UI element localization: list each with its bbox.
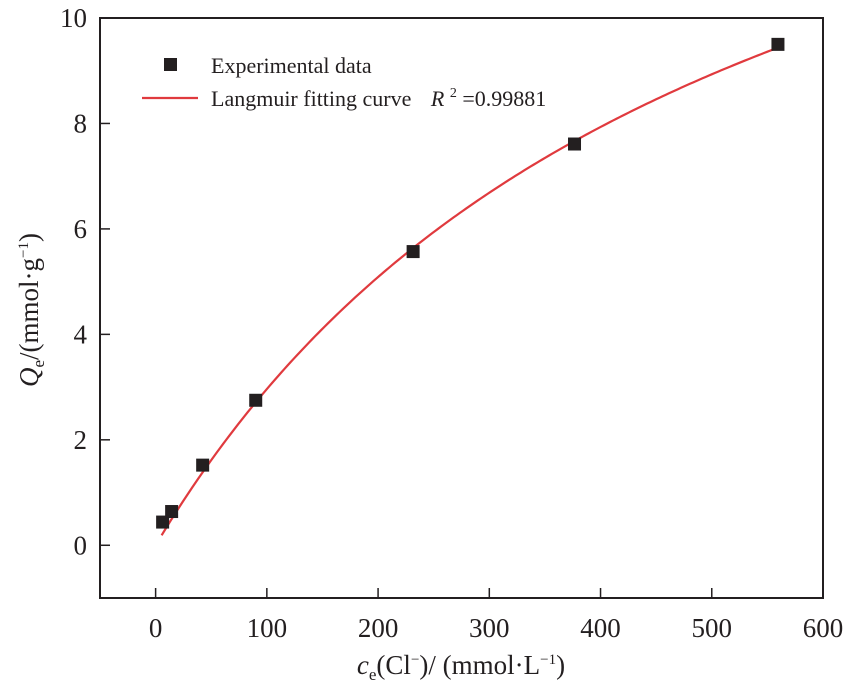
- legend-r2-superscript: 2: [450, 86, 457, 101]
- y-tick-label: 8: [74, 108, 88, 138]
- x-axis-rest-c: ): [556, 650, 565, 680]
- data-point: [406, 245, 420, 259]
- x-axis-rest-b: )/ (mmol·L: [419, 650, 540, 680]
- y-tick-label: 0: [74, 530, 88, 560]
- y-axis-title: Qe/(mmol·g−1): [14, 233, 48, 387]
- legend: Experimental data Langmuir fitting curve…: [142, 53, 546, 111]
- x-axis-sup-a: −: [411, 652, 419, 668]
- legend-label-experimental: Experimental data: [211, 53, 372, 78]
- axes-frame: [99, 17, 824, 599]
- y-axis-rest-b: ): [14, 233, 44, 242]
- langmuir-fit-curve: [160, 47, 777, 536]
- data-point: [568, 137, 582, 151]
- data-point: [771, 37, 785, 51]
- x-axis-title: ce(Cl−)/ (mmol·L−1): [357, 650, 565, 684]
- legend-marker-experimental: [164, 58, 177, 71]
- y-tick-label: 4: [74, 319, 88, 349]
- x-tick-label: 400: [580, 613, 621, 643]
- x-axis-rest-a: (Cl: [376, 650, 411, 680]
- y-tick-label: 6: [74, 214, 88, 244]
- y-axis-sup-a: −1: [16, 242, 32, 258]
- y-tick-label: 10: [60, 3, 87, 33]
- x-tick-label: 100: [247, 613, 288, 643]
- plot-area: [156, 37, 785, 536]
- y-axis-rest-a: /(mmol·g: [14, 258, 44, 360]
- x-tick-label: 500: [692, 613, 733, 643]
- x-tick-label: 200: [358, 613, 399, 643]
- axes: 0 100 200 300 400 500 600 0 2 4 6 8 10: [60, 3, 843, 643]
- x-tick-label: 600: [803, 613, 844, 643]
- data-point: [249, 393, 263, 407]
- legend-r2-value: =0.99881: [462, 86, 546, 111]
- x-axis-var: c: [357, 650, 369, 680]
- x-axis-sub: e: [369, 665, 377, 684]
- y-axis-sub: e: [29, 360, 48, 368]
- data-point: [196, 458, 210, 472]
- legend-langmuir-name: Langmuir fitting curve: [211, 86, 411, 111]
- y-tick-label: 2: [74, 425, 88, 455]
- y-axis-var: Q: [14, 368, 44, 388]
- data-point: [156, 515, 170, 529]
- legend-r2-symbol: R: [430, 86, 445, 111]
- x-tick-label: 300: [469, 613, 510, 643]
- legend-label-langmuir: Langmuir fitting curve R 2 =0.99881: [211, 77, 546, 111]
- data-point: [165, 505, 179, 519]
- x-tick-label: 0: [149, 613, 163, 643]
- x-axis-sup-b: −1: [540, 652, 556, 668]
